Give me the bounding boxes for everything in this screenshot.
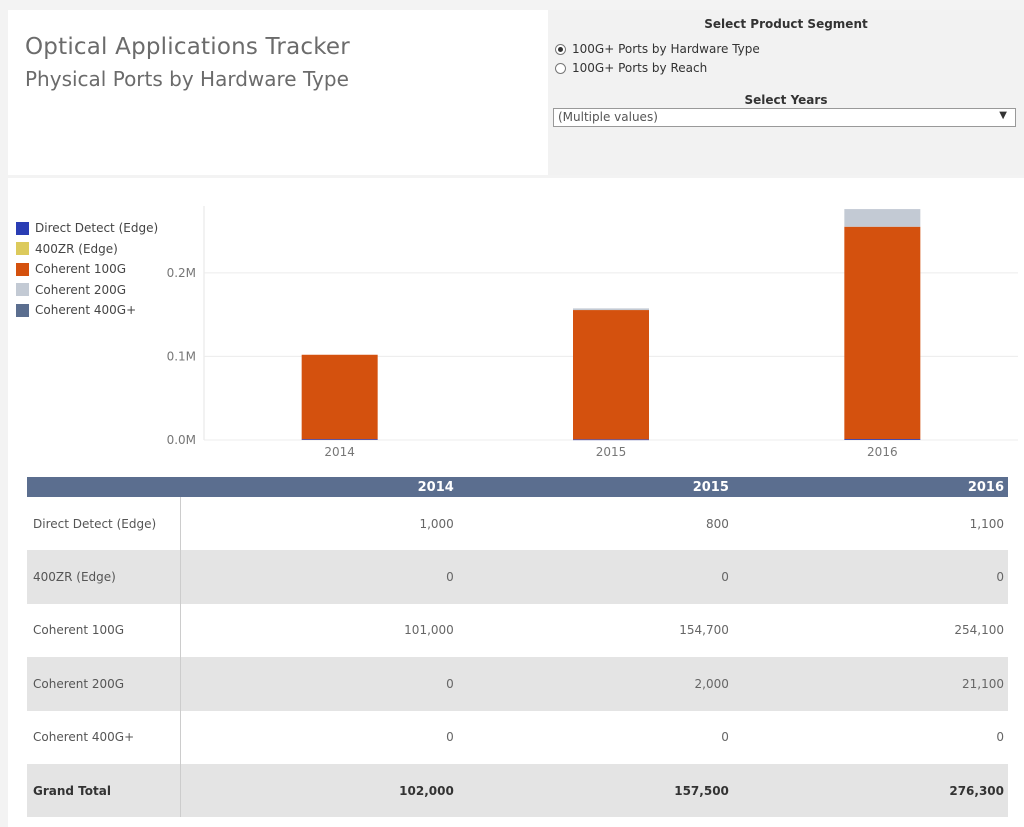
table-cell: 0: [732, 550, 1008, 604]
legend-item-400zr[interactable]: 400ZR (Edge): [16, 239, 158, 260]
years-dropdown-value: (Multiple values): [558, 110, 658, 124]
x-tick-label: 2016: [867, 445, 898, 459]
bar-segment: [844, 439, 921, 440]
table-row: Coherent 100G 101,000 154,700 254,100: [27, 603, 1008, 658]
page-title: Optical Applications Tracker: [25, 34, 350, 60]
bar-segment: [301, 439, 378, 440]
years-filter-title: Select Years: [744, 93, 828, 107]
bar-segment: [573, 310, 649, 440]
row-label: 400ZR (Edge): [27, 550, 181, 604]
legend-item-coherent-100g[interactable]: Coherent 100G: [16, 259, 158, 280]
row-label: Grand Total: [27, 763, 181, 818]
segment-option-label: 100G+ Ports by Reach: [572, 61, 708, 75]
bar-segment: [573, 308, 649, 311]
table-cell: 0: [446, 730, 454, 745]
table-cell: 276,300: [732, 763, 1008, 818]
table-cell: 1,100: [969, 516, 1004, 531]
dropdown-arrow-icon[interactable]: ▼: [999, 110, 1007, 121]
row-label: Coherent 100G: [27, 603, 181, 658]
stacked-bar-chart: 0.0M 0.1M 0.2M 2014 2015 2016: [167, 206, 1018, 459]
table-cell: 2,000: [457, 657, 733, 711]
legend-label: Coherent 100G: [35, 262, 127, 277]
years-dropdown[interactable]: (Multiple values) ▼: [553, 108, 1016, 127]
row-label: Coherent 400G+: [27, 710, 181, 764]
legend-label: Coherent 400G+: [35, 303, 137, 318]
table-cell: 0: [180, 550, 458, 604]
radio-selected-icon[interactable]: [555, 43, 566, 55]
legend-item-coherent-200g[interactable]: Coherent 200G: [16, 280, 158, 301]
chart-legend: Direct Detect (Edge) 400ZR (Edge) Cohere…: [16, 218, 158, 321]
legend-item-coherent-400g[interactable]: Coherent 400G+: [16, 300, 158, 321]
title-panel: Optical Applications Tracker Physical Po…: [8, 10, 548, 175]
table-header-cell[interactable]: 2015: [457, 477, 733, 497]
table-cell: 21,100: [732, 657, 1008, 711]
bar-segment: [301, 354, 378, 440]
legend-item-direct-detect[interactable]: Direct Detect (Edge): [16, 218, 158, 239]
table-header-cell[interactable]: 2014: [180, 477, 458, 497]
segment-option-label: 100G+ Ports by Hardware Type: [572, 42, 760, 56]
table-cell: 0: [721, 730, 729, 745]
table-cell: 154,700: [679, 623, 729, 638]
table-cell: 254,100: [954, 623, 1004, 638]
legend-label: Direct Detect (Edge): [35, 221, 159, 236]
segment-option-reach[interactable]: 100G+ Ports by Reach: [555, 61, 707, 75]
legend-swatch: [16, 262, 29, 276]
segment-option-hardware-type[interactable]: 100G+ Ports by Hardware Type: [555, 42, 760, 56]
x-tick-label: 2014: [324, 445, 355, 459]
table-row: Coherent 400G+ 0 0 0: [27, 710, 1008, 764]
row-label: Coherent 200G: [27, 657, 181, 711]
table-header-cell[interactable]: 2016: [732, 477, 1008, 497]
table-cell: 800: [705, 516, 729, 531]
legend-swatch: [16, 242, 29, 256]
y-tick-label: 0.2M: [167, 266, 196, 280]
y-tick-label: 0.0M: [167, 433, 196, 447]
bar-segment: [844, 226, 921, 440]
table-cell: 1,000: [419, 516, 454, 531]
table-row: Direct Detect (Edge) 1,000 800 1,100: [27, 497, 1008, 551]
table-panel: 2014 2015 2016 Direct Detect (Edge) 1,00…: [8, 470, 1024, 827]
legend-swatch: [16, 221, 29, 235]
y-tick-label: 0.1M: [167, 349, 196, 363]
chart-panel: 0.0M 0.1M 0.2M 2014 2015 2016 Direct Detect (…: [8, 178, 1024, 470]
filter-panel: Select Product Segment 100G+ Ports by Ha…: [548, 10, 1024, 175]
table-cell: 0: [457, 550, 733, 604]
table-cell: 101,000: [404, 623, 454, 638]
grand-total-row: Grand Total 102,000 157,500 276,300: [27, 763, 1008, 818]
segment-filter-title: Select Product Segment: [704, 17, 868, 31]
legend-swatch: [16, 303, 29, 317]
bar-segment: [844, 209, 921, 227]
table-cell: 0: [180, 657, 458, 711]
data-table: 2014 2015 2016 Direct Detect (Edge) 1,00…: [27, 477, 1008, 818]
table-cell: 0: [996, 730, 1004, 745]
table-header-cell: [27, 477, 181, 497]
row-label: Direct Detect (Edge): [27, 497, 181, 551]
radio-unselected-icon[interactable]: [555, 62, 566, 74]
page-subtitle: Physical Ports by Hardware Type: [25, 67, 349, 91]
legend-label: 400ZR (Edge): [35, 241, 118, 256]
x-tick-label: 2015: [596, 445, 627, 459]
table-header-row: 2014 2015 2016: [27, 477, 1008, 497]
table-cell: 102,000: [180, 763, 458, 818]
bar-segment: [573, 439, 649, 441]
table-row: 400ZR (Edge) 0 0 0: [27, 550, 1008, 604]
legend-label: Coherent 200G: [35, 282, 127, 297]
table-cell: 157,500: [457, 763, 733, 818]
legend-swatch: [16, 283, 29, 297]
table-row: Coherent 200G 0 2,000 21,100: [27, 657, 1008, 711]
